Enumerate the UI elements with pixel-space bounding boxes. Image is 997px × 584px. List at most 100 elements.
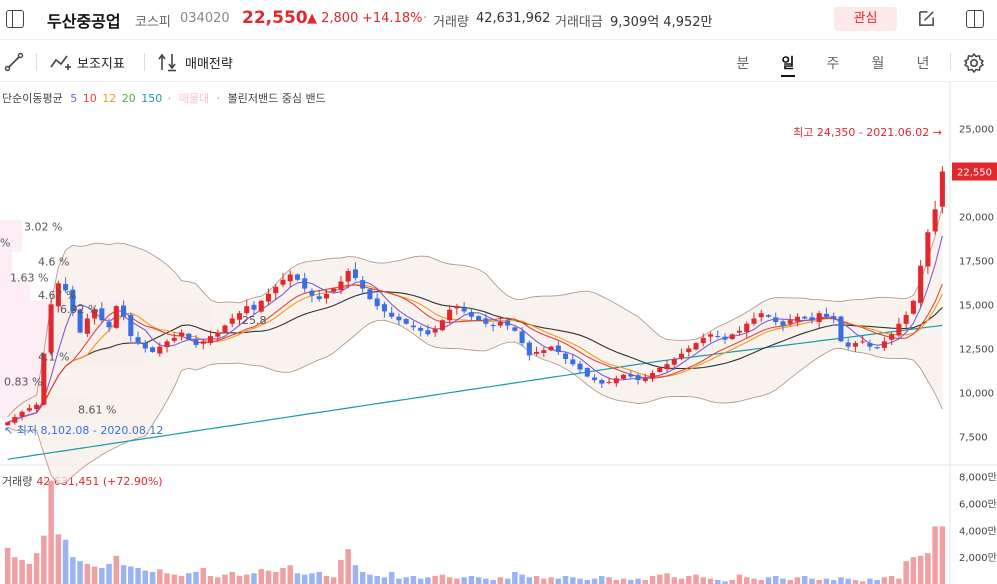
candle-body [164,341,170,348]
period-tab-day[interactable]: 일 [778,53,798,77]
layout-toggle-icon[interactable] [966,10,984,28]
candle-body [41,353,47,405]
volume-bar [512,571,518,584]
candle-body [802,316,808,319]
volume-bar [664,573,670,584]
volume-profile-percent: 0.83 % [4,375,42,388]
separator-dot: · [423,11,428,26]
period-tab-month[interactable]: 월 [871,56,885,72]
volume-bar [236,575,243,584]
volume-bar [635,578,641,584]
candle-body [236,313,243,320]
volume-title: 거래량 [2,475,33,488]
volume-bar [280,567,286,584]
watchlist-button[interactable]: 관심 [834,7,897,31]
candle-body [128,314,134,337]
volume-bar [613,579,620,584]
volume-bar [859,581,866,584]
side-panel-toggle-icon[interactable] [6,10,24,28]
candle-body [693,343,699,350]
ma150-line [7,324,943,460]
volume-bar [120,565,127,584]
gear-icon[interactable] [963,52,985,74]
volume-bar [678,578,685,584]
volume-bar [164,573,170,584]
volume-axis-tick: 4,000만 [959,525,997,537]
bollinger-upper-band [7,205,943,418]
candle-body [360,280,366,289]
indicator-icon[interactable] [50,53,72,71]
candle-body [99,308,105,321]
edit-icon[interactable] [917,9,936,28]
volume-label: 거래량 [433,15,469,30]
volume-bar [888,575,895,584]
strategy-icon[interactable] [156,52,180,72]
volume-bar [70,557,76,584]
candle-body [468,312,474,317]
candle-body [396,316,402,321]
candle-body [157,346,163,354]
volume-bar [352,565,359,584]
candle-body [186,333,192,340]
volume-bar [772,575,779,584]
period-tab-minute[interactable]: 분 [736,56,750,72]
volume-bar [468,575,475,584]
ma-title[interactable]: 단순이동평균 [2,92,63,105]
bollinger-label[interactable]: 볼린저밴드 중심 밴드 [227,92,326,105]
volume-bar [932,526,938,584]
candle-body [570,359,576,365]
volume-bar [178,575,185,584]
volume-bar [91,566,98,584]
volume-bar [541,578,547,584]
strategy-button[interactable]: 매매전략 [185,57,233,72]
candle-body [273,286,279,294]
price-chart[interactable]: 25,000 20,000 17,500 15,000 12,500 10,000 7,50… [0,82,997,584]
volume-bar [577,578,583,584]
volume-bar [649,575,656,584]
candle-body [34,404,40,410]
price-axis-tick: 10,000 [959,388,994,399]
volume-profile-percent: 8.61 % [78,404,116,417]
volume-bar [77,561,83,584]
price-axis-tick: 25,000 [959,124,994,135]
candle-body [142,343,148,349]
volume-bar [454,578,460,584]
volume-bar [374,575,380,584]
candle-body [852,343,858,347]
volume-profile-percent: 1.63 % [10,272,48,285]
candle-body [497,322,503,326]
volume-bar [19,559,25,584]
candle-body [294,274,301,280]
drawing-tool-icon[interactable] [4,52,24,72]
volume-bar [446,577,453,584]
candle-body [5,422,11,426]
volume-axis-tick: 6,000만 [959,499,997,511]
volume-profile-percent: % [0,236,10,249]
stock-name: 두산중공업 [47,12,121,31]
candle-body [526,342,532,356]
ma5-line [7,235,943,423]
period-tab-year[interactable]: 년 [916,56,930,72]
indicator-button[interactable]: 보조지표 [77,57,125,72]
volume-bar [461,577,467,584]
volume-bar [330,577,337,584]
volume-bar [758,579,764,584]
volume-bar [106,563,112,584]
volume-bar [707,578,714,584]
volume-bar [309,573,315,584]
candle-body [642,378,648,382]
volume-profile-label[interactable]: 매물대 [178,92,210,105]
candle-body [874,347,880,349]
volume-profile-percent: 4.67 % [38,289,76,302]
volume-bar [33,553,40,584]
candle-body [135,337,141,344]
candle-body [925,232,931,267]
candle-body [628,374,634,377]
candle-body [548,346,554,351]
candle-body [932,209,938,232]
bollinger-band-fill [7,205,943,484]
volume-bar [584,579,591,584]
volume-bar [62,539,69,584]
period-tab-week[interactable]: 주 [826,56,840,72]
candle-body [178,332,185,337]
